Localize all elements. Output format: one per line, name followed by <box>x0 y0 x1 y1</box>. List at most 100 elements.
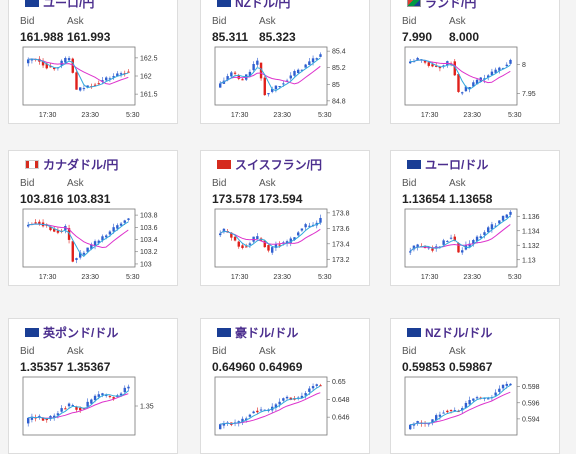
rate-card[interactable]: ユーロ/ドル Bid Ask 1.13654 1.13658 1.136 1.134 1.13… <box>390 150 560 286</box>
candle-body <box>409 424 412 430</box>
ask-value: 161.993 <box>67 30 111 44</box>
x-tick-label: 17:30 <box>421 112 439 119</box>
candle-body <box>267 93 270 95</box>
currency-pair-title[interactable]: NZドル/ドル <box>407 324 492 341</box>
currency-pair-title[interactable]: ランド/円 <box>407 0 476 11</box>
ask-value: 1.13658 <box>449 192 493 206</box>
bid-label: Bid <box>402 346 417 357</box>
candle-body <box>116 225 119 229</box>
currency-pair-title[interactable]: スイスフラン/円 <box>217 156 322 173</box>
candle-body <box>45 63 48 69</box>
candle-body <box>501 384 505 389</box>
bid-label: Bid <box>212 16 227 27</box>
moving-average-short <box>409 215 511 252</box>
y-tick-label: 0.596 <box>522 400 540 407</box>
currency-pair-title[interactable]: ユーロ/円 <box>25 0 94 11</box>
candle-body <box>82 252 86 255</box>
candle-body <box>464 86 468 92</box>
x-tick-label: 23:30 <box>273 274 291 281</box>
candle-body <box>75 72 78 90</box>
candle-body <box>449 237 453 239</box>
candle-body <box>259 62 263 79</box>
bid-label: Bid <box>212 346 227 357</box>
y-tick-label: 0.648 <box>332 397 350 404</box>
candle-body <box>490 224 494 230</box>
rate-card[interactable]: NZドル/ドル Bid Ask 0.59853 0.59867 0.598 0.596 0.5… <box>390 318 560 454</box>
candle-body <box>461 250 464 253</box>
candle-body <box>41 417 45 421</box>
candle-body <box>438 66 442 69</box>
candle-body <box>263 240 266 248</box>
rate-card[interactable]: 豪ドル/ドル Bid Ask 0.64960 0.64969 0.65 0.648 0.646 <box>200 318 370 454</box>
candle-body <box>222 423 226 426</box>
candle-body <box>112 397 115 399</box>
candle-body <box>442 412 445 414</box>
candle-body <box>119 223 123 226</box>
y-tick-label: 161.5 <box>140 92 158 99</box>
candle-body <box>308 225 311 227</box>
candle-body <box>464 402 468 408</box>
x-tick-label: 5:30 <box>318 274 332 281</box>
currency-pair-label: スイスフラン/円 <box>235 158 322 172</box>
candle-body <box>233 236 237 241</box>
candle-body <box>431 64 434 67</box>
chart-frame <box>404 376 518 436</box>
y-tick-label: 103.4 <box>140 237 158 244</box>
candle-body <box>490 71 494 76</box>
candle-body <box>472 240 475 244</box>
y-tick-label: 1.35 <box>140 404 154 411</box>
currency-pair-title[interactable]: NZドル/円 <box>217 0 290 11</box>
bid-label: Bid <box>20 178 35 189</box>
ask-label: Ask <box>259 178 276 189</box>
rate-card[interactable]: ユーロ/円 Bid Ask 161.988 161.993 162.5 162 161.5 17… <box>8 0 178 124</box>
bid-label: Bid <box>212 178 227 189</box>
price-chart: 1.35 <box>22 376 154 436</box>
ask-label: Ask <box>67 346 84 357</box>
candle-body <box>457 74 460 92</box>
y-tick-label: 8 <box>522 62 526 69</box>
currency-pair-title[interactable]: ユーロ/ドル <box>407 156 488 173</box>
rate-card[interactable]: ランド/円 Bid Ask 7.990 8.000 8 7.95 17:30 23:30 5:30 <box>390 0 560 124</box>
candle-body <box>487 227 490 233</box>
currency-pair-label: カナダドル/円 <box>43 158 119 172</box>
ask-value: 103.831 <box>67 192 111 206</box>
candle-body <box>34 222 37 224</box>
y-tick-label: 103 <box>140 261 152 268</box>
candle-body <box>248 71 252 77</box>
candle-body <box>222 228 226 233</box>
candle-body <box>71 404 74 406</box>
candle-body <box>297 232 300 236</box>
rate-card[interactable]: NZドル/円 Bid Ask 85.311 85.323 85.4 85.2 85 84.8 17… <box>200 0 370 124</box>
candle-body <box>259 409 263 411</box>
flag-icon <box>407 0 421 8</box>
currency-pair-label: NZドル/円 <box>235 0 291 10</box>
candle-body <box>30 58 34 61</box>
ask-label: Ask <box>67 178 84 189</box>
candle-body <box>233 72 237 74</box>
candle-body <box>308 388 311 392</box>
currency-pair-title[interactable]: 英ポンド/ドル <box>25 324 118 341</box>
ask-value: 8.000 <box>449 30 480 44</box>
currency-pair-title[interactable]: カナダドル/円 <box>25 156 118 173</box>
bid-value: 161.988 <box>20 30 64 44</box>
rate-card[interactable]: スイスフラン/円 Bid Ask 173.578 173.594 173.8 173.6 17… <box>200 150 370 286</box>
candle-body <box>263 77 266 96</box>
candle-body <box>427 62 430 66</box>
candle-body <box>300 228 304 231</box>
candle-body <box>472 82 475 87</box>
candle-body <box>475 397 479 399</box>
y-tick-label: 103.2 <box>140 249 158 256</box>
rate-card[interactable]: カナダドル/円 Bid Ask 103.816 103.831 103.8 103.6 103… <box>8 150 178 286</box>
candle-body <box>475 79 479 85</box>
candle-body <box>449 410 453 412</box>
y-tick-label: 173.8 <box>332 210 350 217</box>
candle-body <box>226 76 229 81</box>
currency-pair-title[interactable]: 豪ドル/ドル <box>217 324 298 341</box>
candle-body <box>453 236 456 241</box>
candle-body <box>416 244 419 248</box>
candle-body <box>319 54 322 57</box>
candle-body <box>82 88 86 90</box>
x-tick-label: 17:30 <box>39 274 57 281</box>
candle-body <box>49 226 52 231</box>
rate-card[interactable]: 英ポンド/ドル Bid Ask 1.35357 1.35367 1.35 <box>8 318 178 454</box>
